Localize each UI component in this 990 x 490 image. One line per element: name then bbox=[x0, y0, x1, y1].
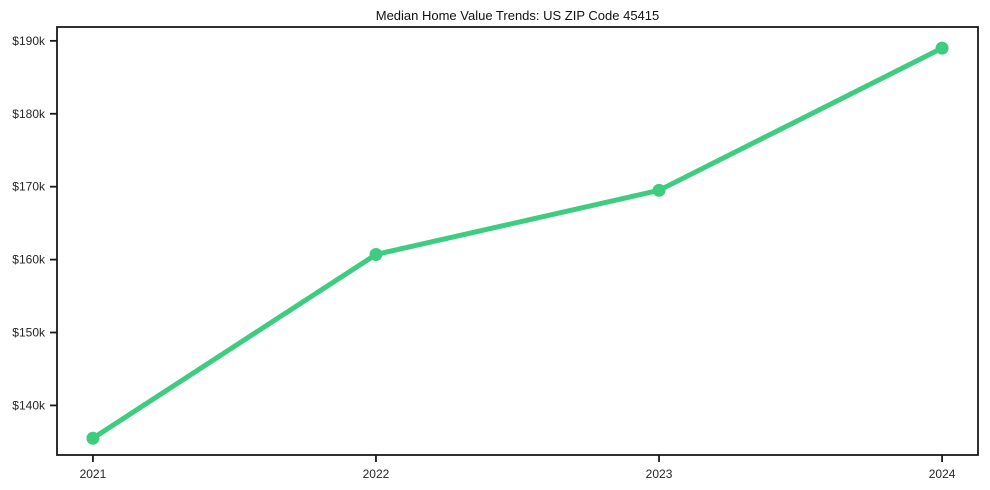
x-axis-ticks: 2021 2022 2023 2024 bbox=[80, 455, 956, 481]
x-tick-label: 2023 bbox=[646, 467, 673, 481]
trend-line bbox=[90, 45, 945, 441]
y-tick-label: $180k bbox=[12, 107, 46, 121]
y-axis-ticks: $140k $150k $160k $170k $180k $190k bbox=[12, 34, 57, 412]
data-point-2024 bbox=[935, 41, 949, 55]
y-tick-label: $150k bbox=[12, 326, 46, 340]
x-tick-label: 2024 bbox=[929, 467, 956, 481]
x-tick-label: 2021 bbox=[80, 467, 107, 481]
plot-area-border bbox=[56, 26, 979, 456]
y-tick-label: $160k bbox=[12, 253, 46, 267]
data-point-2021 bbox=[86, 431, 100, 445]
data-point-2023 bbox=[652, 183, 666, 197]
y-tick-label: $190k bbox=[12, 34, 46, 48]
y-tick-label: $140k bbox=[12, 398, 46, 412]
x-tick-label: 2022 bbox=[363, 467, 390, 481]
y-tick-label: $170k bbox=[12, 180, 46, 194]
chart-title: Median Home Value Trends: US ZIP Code 45… bbox=[376, 8, 660, 23]
data-point-2022 bbox=[369, 247, 383, 261]
series-group bbox=[86, 41, 949, 445]
